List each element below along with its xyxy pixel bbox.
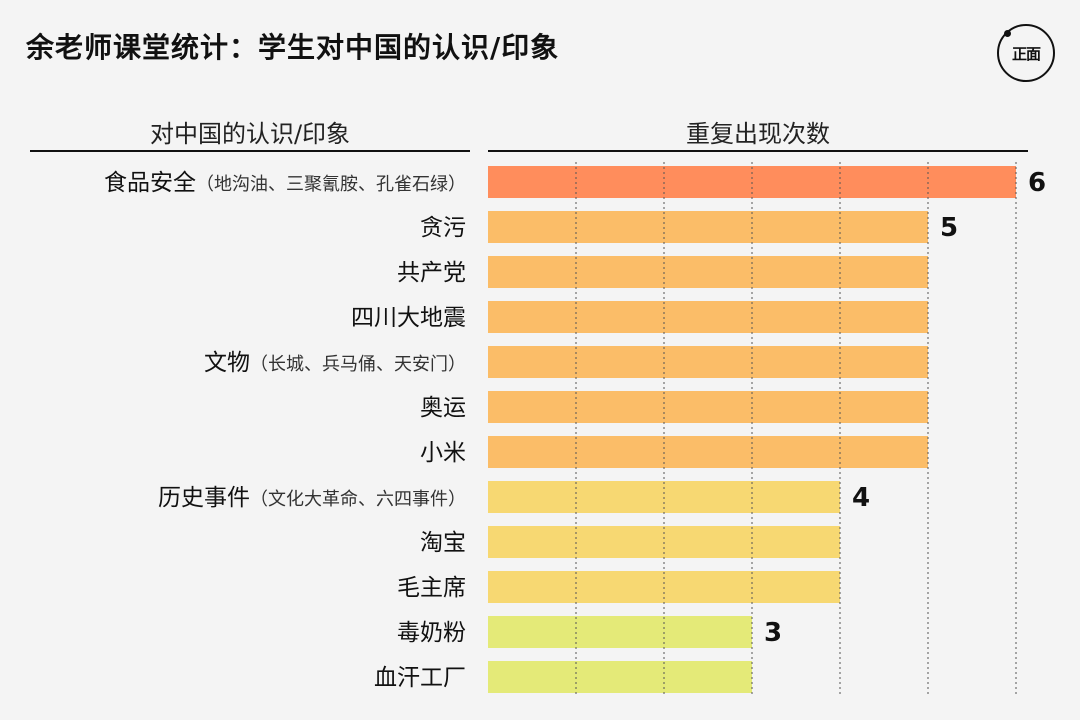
category-label-main: 小米 xyxy=(420,440,466,466)
logo-text: 正面 xyxy=(1011,44,1041,63)
value-header-rule xyxy=(488,150,1028,152)
bar-11 xyxy=(488,616,752,648)
category-label-11: 毒奶粉 xyxy=(397,620,466,646)
value-label-11: 3 xyxy=(764,618,782,648)
category-label-10: 毛主席 xyxy=(397,575,466,601)
category-header-rule xyxy=(30,150,470,152)
category-label-3: 共产党 xyxy=(397,260,466,286)
category-label-main: 贪污 xyxy=(420,215,466,241)
value-column-header: 重复出现次数 xyxy=(686,120,830,148)
category-label-main: 四川大地震 xyxy=(351,305,466,331)
category-label-12: 血汗工厂 xyxy=(374,665,466,691)
category-label-sub: （长城、兵马俑、天安门） xyxy=(250,354,466,375)
category-label-main: 淘宝 xyxy=(420,530,466,556)
category-label-2: 贪污 xyxy=(420,215,466,241)
logo-dot xyxy=(1004,30,1011,37)
category-column-header: 对中国的认识/印象 xyxy=(149,120,351,148)
category-label-main: 奥运 xyxy=(420,395,466,421)
category-label-sub: （地沟油、三聚氰胺、孔雀石绿） xyxy=(196,174,466,195)
category-label-main: 血汗工厂 xyxy=(374,665,466,691)
category-label-7: 小米 xyxy=(420,440,466,466)
category-label-9: 淘宝 xyxy=(420,530,466,556)
category-label-8: 历史事件（文化大革命、六四事件） xyxy=(158,485,466,511)
bar-5 xyxy=(488,346,928,378)
category-label-5: 文物（长城、兵马俑、天安门） xyxy=(204,350,466,376)
brand-logo: 正面 xyxy=(997,24,1055,82)
category-label-sub: （文化大革命、六四事件） xyxy=(250,489,466,510)
bar-6 xyxy=(488,391,928,423)
value-label-1: 6 xyxy=(1028,168,1046,198)
category-label-main: 毛主席 xyxy=(397,575,466,601)
bar-2 xyxy=(488,211,928,243)
bar-12 xyxy=(488,661,752,693)
category-label-1: 食品安全（地沟油、三聚氰胺、孔雀石绿） xyxy=(104,170,466,196)
page-title: 余老师课堂统计：学生对中国的认识/印象 xyxy=(26,31,560,64)
bar-3 xyxy=(488,256,928,288)
bar-7 xyxy=(488,436,928,468)
category-label-main: 食品安全 xyxy=(104,170,196,196)
category-label-6: 奥运 xyxy=(420,395,466,421)
category-label-main: 历史事件 xyxy=(158,485,250,511)
category-label-main: 共产党 xyxy=(397,260,466,286)
category-label-main: 毒奶粉 xyxy=(397,620,466,646)
category-label-4: 四川大地震 xyxy=(351,305,466,331)
category-label-main: 文物 xyxy=(204,350,250,376)
value-label-2: 5 xyxy=(940,213,958,243)
bar-4 xyxy=(488,301,928,333)
value-label-8: 4 xyxy=(852,483,870,513)
